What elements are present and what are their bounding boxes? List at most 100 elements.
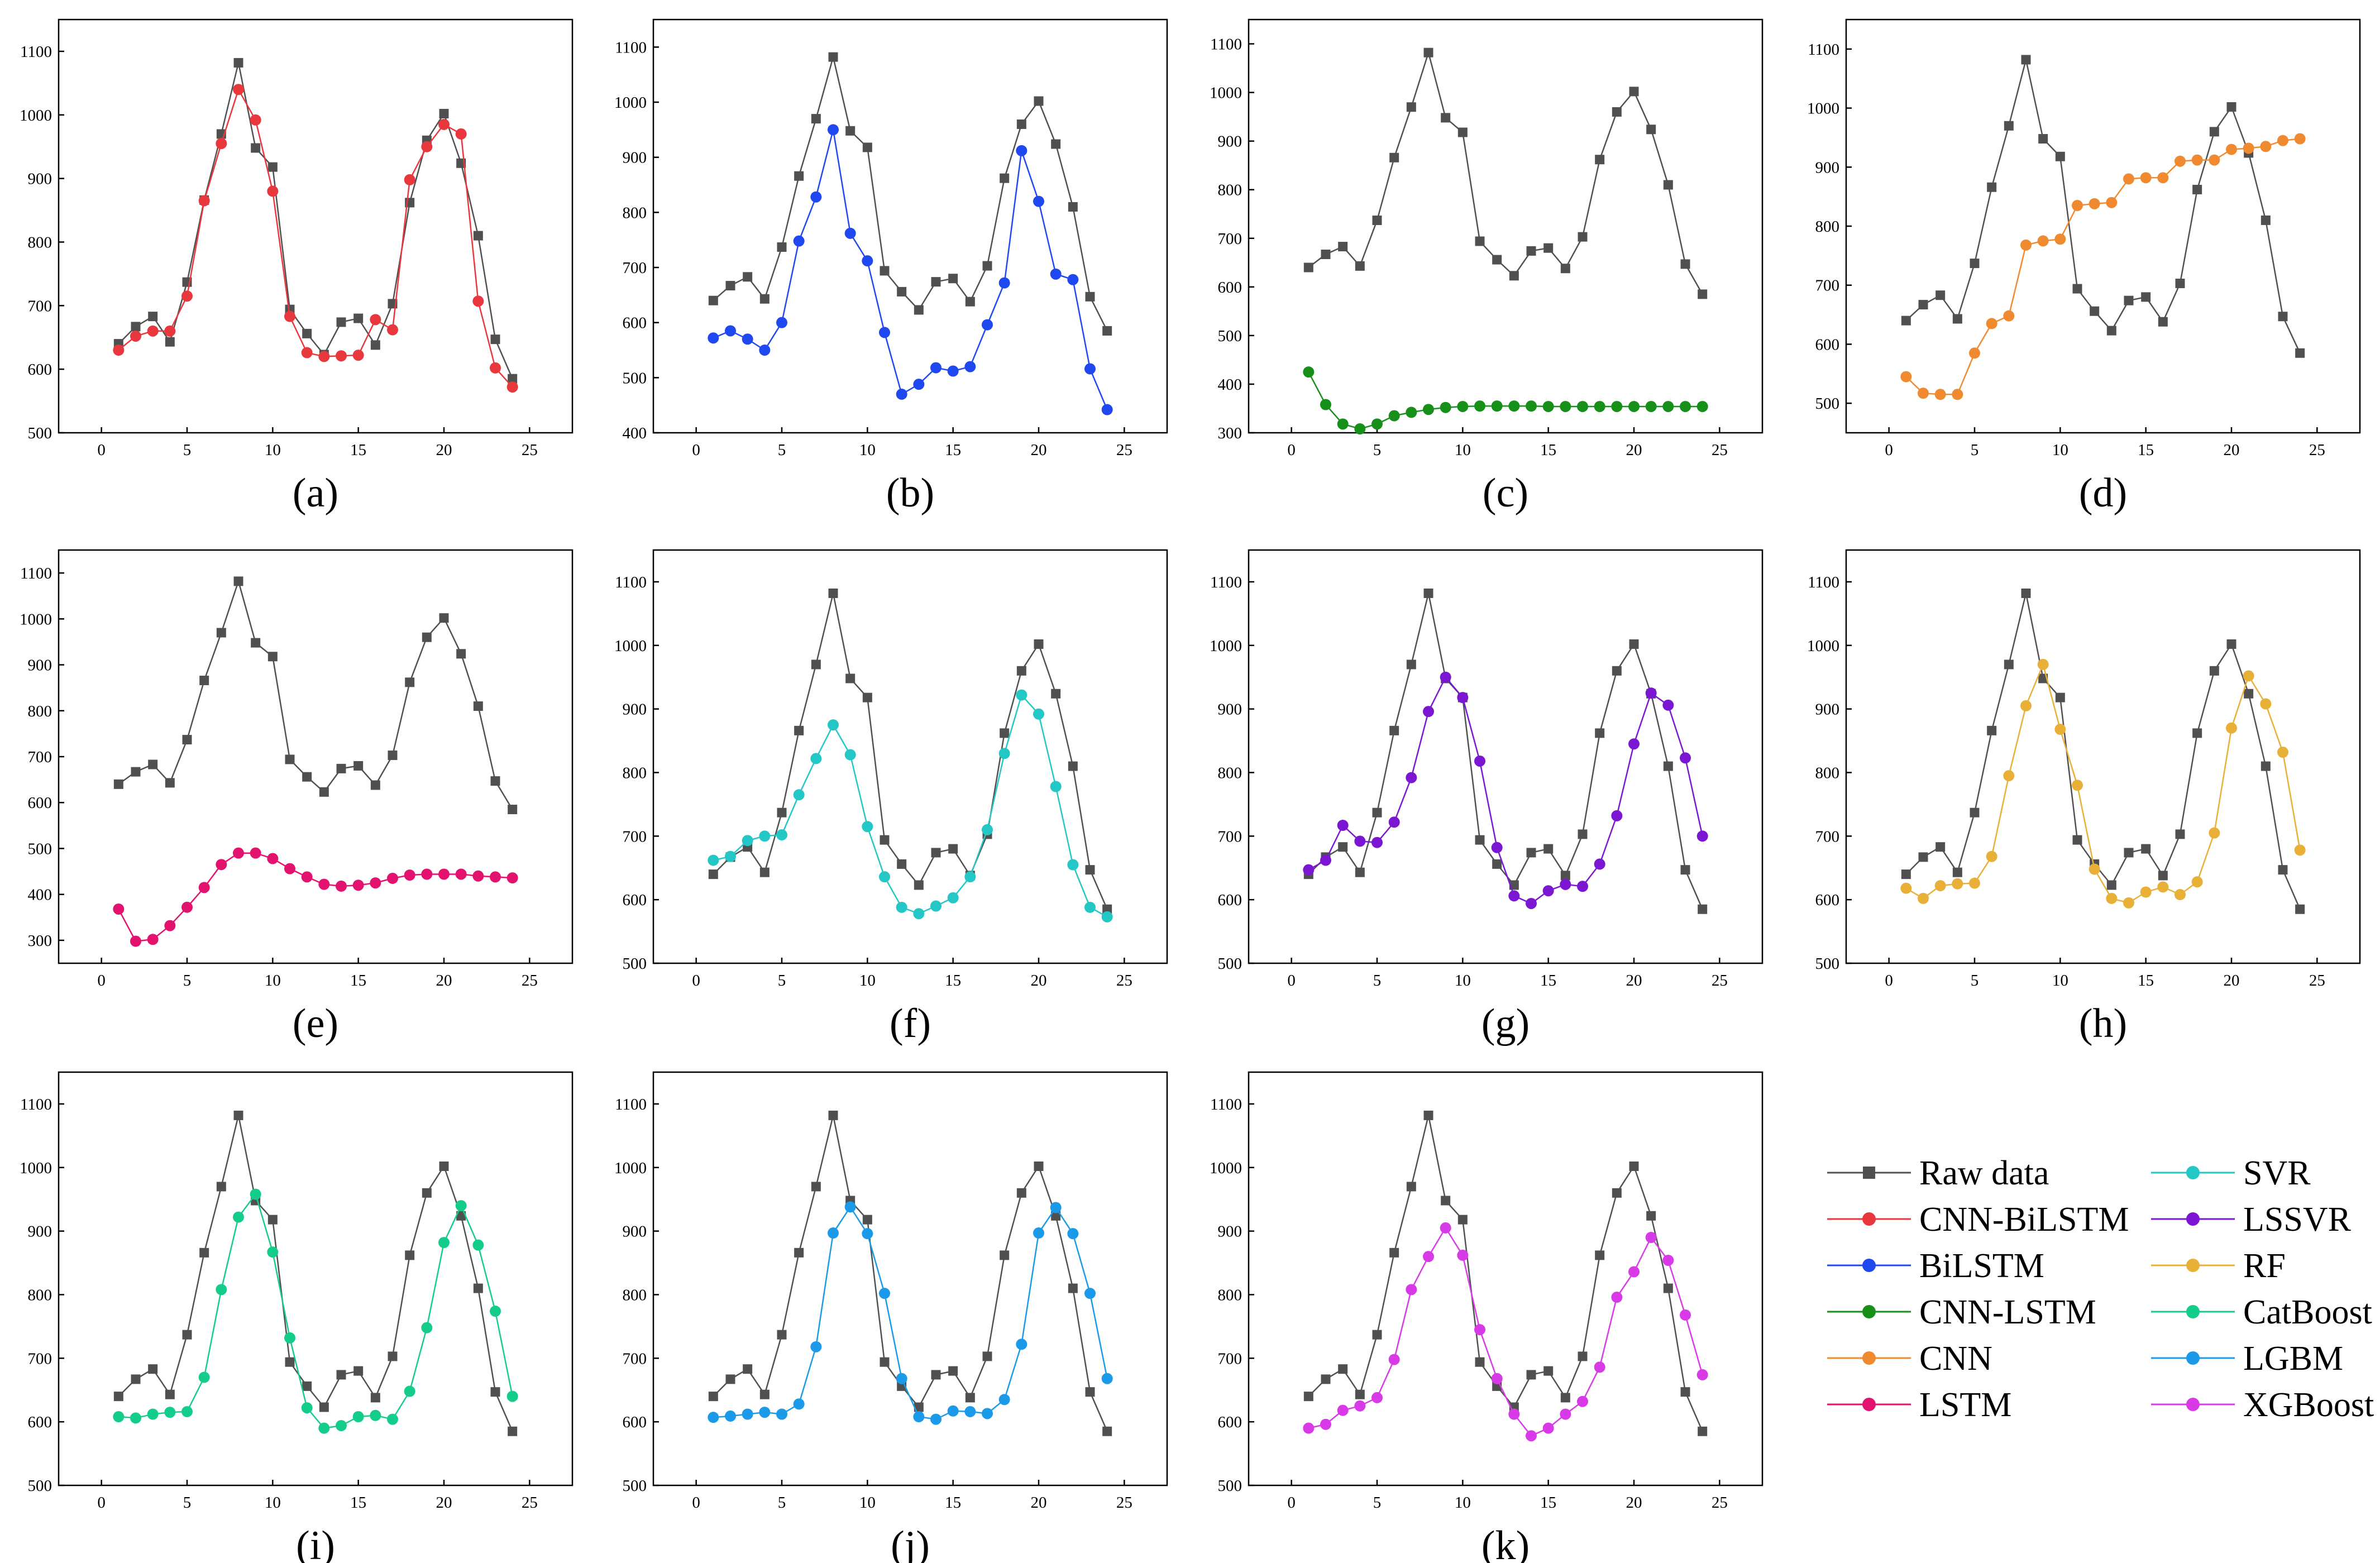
series-raw-data [113,58,518,384]
data-point [2106,892,2118,904]
data-point [199,1247,209,1258]
series-raw-data [1303,588,1708,914]
data-point [1612,666,1622,676]
data-point [896,1373,907,1384]
data-point [508,805,518,815]
x-tick-label: 15 [350,972,366,990]
chart-panel-k: 0 5 10 15 20 25 500 600 700 800 900 1000 1100 (k) [1210,1071,1764,1563]
data-point [336,1419,347,1431]
y-tick-label: 1100 [1210,573,1242,591]
y-tick-label: 600 [623,891,647,909]
data-point [1611,1292,1623,1303]
data-point [285,754,295,764]
data-point [2191,876,2203,888]
data-point [1508,1408,1520,1420]
data-point [506,1390,518,1402]
series-raw-data [113,576,518,815]
data-point [130,1412,141,1424]
data-point [387,872,398,884]
y-tick-label: 500 [28,424,52,442]
data-point [284,863,295,874]
x-tick-label: 5 [778,972,786,990]
y-tick-label: 400 [28,886,52,904]
x-tick-label: 15 [350,1494,366,1512]
x-tick-label: 20 [1626,441,1642,459]
data-point [2021,55,2031,65]
chart-panel-h: 0 5 10 15 20 25 500 600 700 800 900 1000 1100 (h) [1807,549,2361,1046]
data-point [2157,881,2169,893]
data-point [2072,284,2082,294]
data-point [828,52,838,62]
x-tick-label: 20 [2224,972,2240,990]
data-point [998,1394,1010,1406]
data-point [948,274,958,284]
data-point [336,317,346,327]
y-tick-label: 1000 [614,637,647,655]
data-point [1406,659,1416,670]
data-point [1696,1369,1708,1380]
x-tick-label: 0 [692,441,700,459]
plot-frame [58,549,574,964]
data-point [776,829,787,841]
data-point [1389,1247,1399,1258]
data-point [1543,1366,1554,1376]
data-point [810,191,822,203]
series-line [713,1115,1108,1432]
x-tick-label: 0 [692,972,700,990]
data-point [1612,1188,1622,1198]
x-tick-label: 5 [778,441,786,459]
data-point [1698,904,1708,914]
legend-marker [1862,1398,1876,1411]
x-tick-label: 25 [1116,972,1132,990]
y-tick-label: 1000 [1210,637,1242,655]
data-point [708,332,719,344]
data-point [1102,904,1112,914]
panel-label: (h) [2079,1001,2127,1046]
data-point [1577,400,1588,412]
data-point [1543,243,1554,253]
data-point [1423,588,1433,598]
series-line [118,63,513,379]
series-raw-data [708,52,1112,336]
legend-marker [2186,1398,2200,1411]
x-tick-label: 10 [2052,972,2068,990]
series-line [1905,593,2301,910]
data-point [164,325,176,337]
x-tick-label: 5 [778,1494,786,1512]
data-point [1628,738,1640,750]
data-point [1067,1228,1079,1240]
series-cnn-bilstm [113,84,518,393]
y-tick-label: 600 [28,794,52,812]
data-point [2020,239,2032,251]
data-point [1101,404,1113,415]
data-point [130,935,141,947]
data-point [301,871,313,883]
data-point [1934,389,1946,400]
data-point [743,1364,753,1374]
data-point [879,1288,890,1299]
legend-marker [1862,1212,1876,1226]
data-point [1371,418,1383,430]
chart-panel-j: 0 5 10 15 20 25 500 600 700 800 900 1000 1100 (j) [614,1071,1168,1563]
data-point [1663,180,1673,190]
data-point [1034,639,1044,649]
data-point [388,1351,398,1361]
data-point [1577,881,1588,892]
legend-label: CNN-LSTM [1919,1293,2096,1331]
x-tick-label: 10 [2052,441,2068,459]
data-point [2278,312,2288,322]
data-point [2226,144,2237,155]
y-tick-label: 700 [623,828,647,845]
data-point [131,1374,141,1384]
series-lstm [113,847,518,947]
data-point [2124,295,2134,305]
panel-label: (k) [1481,1523,1530,1563]
x-tick-label: 25 [1116,441,1132,459]
data-point [845,126,856,136]
series-line [118,1192,513,1429]
data-point [370,340,380,350]
data-point [422,1188,432,1198]
series-line [1905,138,2300,395]
